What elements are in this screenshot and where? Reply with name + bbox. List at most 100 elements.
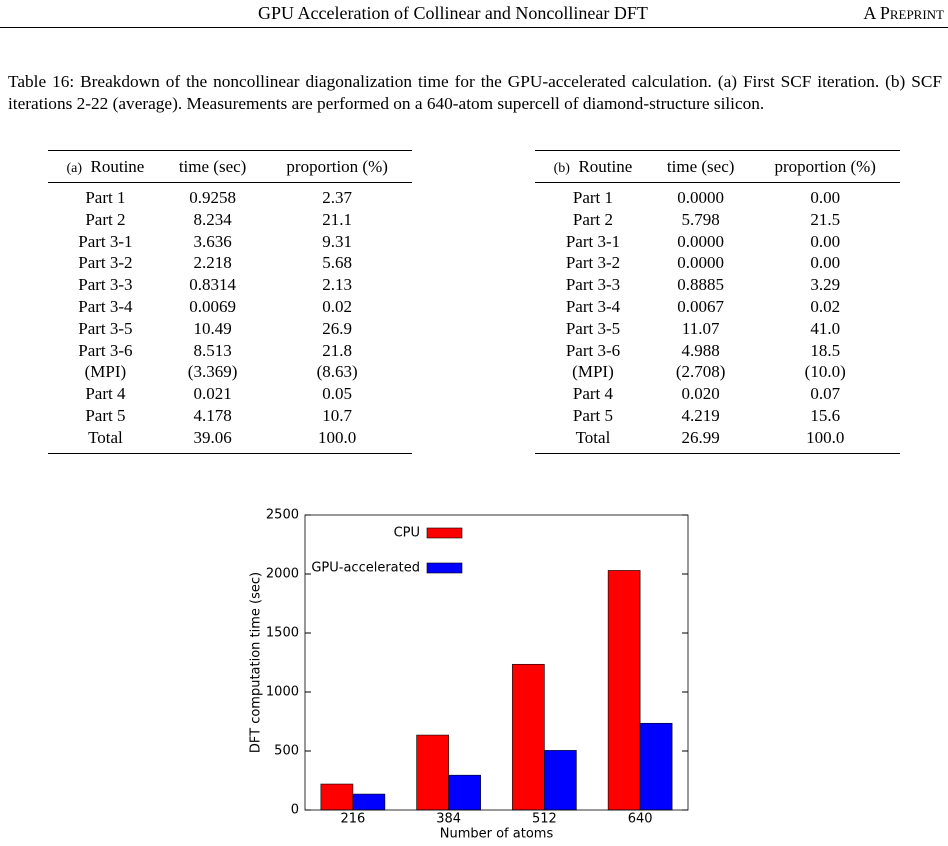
y-tick-label: 2000	[266, 567, 299, 582]
table-cell: 0.0000	[677, 188, 725, 207]
bar	[544, 750, 577, 811]
table-row: Part 3-2 2.218 5.68	[48, 252, 412, 274]
table-cell: 100.0	[806, 427, 845, 447]
column-title: Routine	[90, 156, 145, 176]
legend-label: CPU	[394, 526, 420, 541]
table-cell: Total	[575, 427, 611, 447]
table-row: (MPI) (2.708) (10.0)	[535, 361, 900, 383]
table-row: Part 3-5 11.07 41.0	[535, 318, 900, 340]
table-cell: 4.178	[193, 405, 232, 425]
table-cell: 18.5	[810, 340, 841, 360]
column-header: (b) Routine	[535, 150, 651, 183]
table-row: Total 26.99 100.0	[535, 427, 900, 453]
table-row: Part 3-4 0.0067 0.02	[535, 296, 900, 318]
column-title: proportion (%)	[774, 156, 876, 176]
table-cell: Part 2	[572, 209, 614, 229]
table-cell: (MPI)	[572, 362, 614, 382]
table-cell: (10.0)	[804, 362, 846, 382]
table-cell: 0.00	[810, 188, 841, 207]
table-cell: 21.1	[322, 209, 353, 229]
table-row: Part 4 0.021 0.05	[48, 383, 412, 405]
table-row: Part 3-6 4.988 18.5	[535, 340, 900, 362]
plot-frame	[304, 514, 689, 811]
table-body: Part 1 0.0000 0.00 Part 2 5.798 21.5 Part 3-1 0…	[535, 183, 900, 454]
table-head: (a) Routine time (sec) proportion (%)	[48, 150, 412, 183]
table-row: Part 3-2 0.0000 0.00	[535, 252, 900, 274]
table-cell: 0.02	[810, 296, 841, 316]
table-cell: 2.13	[322, 275, 353, 295]
table-row: Part 2 5.798 21.5	[535, 209, 900, 231]
table-cell: Total	[88, 427, 123, 447]
table-cell: Part 3-5	[565, 318, 621, 338]
bar	[607, 570, 641, 811]
y-axis-label: DFT computation time (sec)	[249, 572, 264, 753]
table-row: (MPI) (3.369) (8.63)	[48, 361, 412, 383]
table-body: Part 1 0.9258 2.37 Part 2 8.234 21.1 Part 3-1 3…	[48, 183, 412, 454]
table-cell: (MPI)	[84, 362, 127, 382]
table-row: Total 39.06 100.0	[48, 427, 412, 453]
table-cell: 4.988	[681, 340, 720, 360]
table-cell: Part 3-1	[78, 231, 133, 251]
table-cell: 0.0067	[677, 296, 725, 316]
table-cell: Part 3-3	[78, 275, 133, 295]
table-cell: 0.0069	[189, 296, 236, 316]
table-row: Part 3-6 8.513 21.8	[48, 340, 412, 362]
column-header: proportion (%)	[750, 150, 900, 183]
table-cell: Part 3-1	[565, 231, 621, 251]
table-cell: Part 4	[572, 384, 614, 404]
table-cell: 4.219	[681, 405, 720, 425]
table-cell: 0.8314	[189, 275, 236, 295]
table-cell: 5.798	[681, 209, 720, 229]
table-cell: Part 5	[85, 405, 126, 425]
table-cell: 8.513	[193, 340, 232, 360]
table-cell: 0.020	[681, 384, 720, 404]
table-cell: 26.9	[322, 318, 353, 338]
bar	[352, 793, 386, 811]
table-cell: 8.234	[193, 209, 232, 229]
table-cell: Part 3-4	[78, 296, 133, 316]
table-cell: Part 3-6	[565, 340, 621, 360]
column-title: proportion (%)	[286, 156, 388, 176]
table-row: Part 1 0.9258 2.37	[48, 183, 412, 209]
table-row: Part 3-1 0.0000 0.00	[535, 231, 900, 253]
legend-swatch	[426, 527, 463, 539]
bar	[512, 663, 545, 811]
y-tick-label: 1000	[266, 685, 299, 700]
table-cell: 0.00	[810, 253, 841, 273]
table-row: Part 1 0.0000 0.00	[535, 183, 900, 209]
table-cell: Part 3-6	[78, 340, 133, 360]
table-cell: 0.9258	[189, 188, 236, 207]
header-row: (b) Routine time (sec) proportion (%)	[535, 150, 900, 183]
table-cell: 15.6	[810, 405, 841, 425]
x-tick-label: 640	[628, 812, 653, 827]
table-cell: 0.02	[322, 296, 353, 316]
table-row: Part 3-3 0.8885 3.29	[535, 274, 900, 296]
table-cell: Part 3-3	[565, 275, 621, 295]
table-row: Part 3-3 0.8314 2.13	[48, 274, 412, 296]
column-header: proportion (%)	[262, 150, 412, 183]
bar	[639, 722, 673, 811]
x-tick-label: 216	[340, 812, 365, 827]
y-tick-label: 500	[274, 744, 299, 759]
table-cell: 0.0000	[677, 253, 725, 273]
table-cell: 2.37	[322, 188, 353, 207]
column-title: time (sec)	[178, 156, 247, 176]
table-cell: Part 3-5	[78, 318, 133, 338]
table-caption: Table 16: Breakdown of the noncollinear …	[8, 72, 942, 113]
preprint-tag: A Preprint	[863, 3, 944, 23]
column-title: Routine	[578, 156, 633, 176]
table-cell: 10.7	[322, 405, 353, 425]
table-cell: 100.0	[318, 427, 357, 447]
legend-label: GPU-accelerated	[311, 561, 420, 576]
table-cell: 0.0000	[677, 231, 725, 251]
column-header: time (sec)	[650, 150, 751, 183]
table: (a) Routine time (sec) proportion (%) Part …	[48, 150, 412, 454]
table-cell: Part 3-2	[78, 253, 133, 273]
table-row: Part 5 4.219 15.6	[535, 405, 900, 427]
table-row: Part 3-1 3.636 9.31	[48, 231, 412, 253]
table-cell: Part 3-4	[565, 296, 621, 316]
header-rule	[0, 27, 948, 28]
column-title: time (sec)	[666, 156, 735, 176]
table-cell: (8.63)	[316, 362, 358, 382]
table-row: Part 5 4.178 10.7	[48, 405, 412, 427]
